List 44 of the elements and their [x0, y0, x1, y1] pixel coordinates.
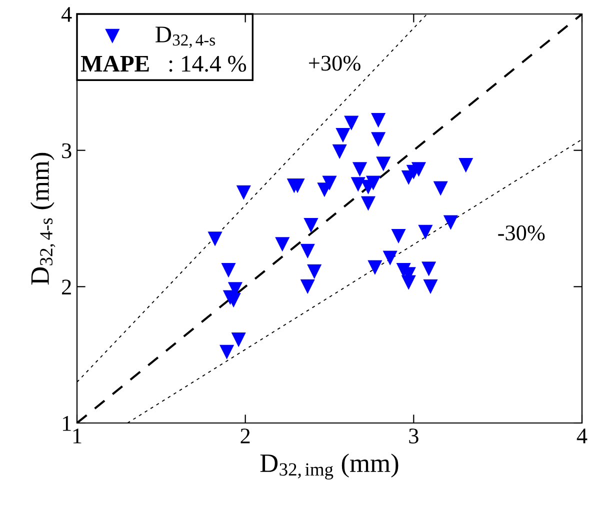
y-axis-title: D$_{32,4-s}$ (mm) [30, 152, 56, 285]
point [350, 177, 366, 192]
annotation: MAPE : 14.4 % [80, 56, 246, 72]
point [220, 344, 234, 360]
point [376, 156, 391, 172]
point [300, 279, 315, 294]
point [401, 275, 416, 290]
point [382, 250, 398, 266]
point [443, 215, 458, 230]
y-tick-label: 2 [62, 280, 71, 294]
point [371, 132, 386, 147]
x-axis-title: D$_{32,img}$ (mm) [260, 454, 398, 480]
point [423, 279, 438, 294]
x-tick-label: 4 [576, 428, 588, 444]
point [368, 260, 382, 275]
y-tick-label: 4 [61, 7, 72, 22]
point [418, 224, 433, 240]
point [332, 144, 347, 159]
y-tick-label: 3 [62, 143, 72, 158]
x-tick-label: 1 [73, 428, 82, 444]
point [458, 158, 474, 173]
point [307, 264, 322, 279]
y-tick-label: 1 [62, 416, 71, 431]
point [371, 113, 386, 128]
point [344, 116, 359, 130]
point [275, 237, 290, 252]
point [221, 263, 236, 278]
point [411, 162, 426, 177]
point [304, 218, 318, 233]
point [236, 185, 251, 200]
point [231, 332, 246, 348]
point [360, 196, 376, 211]
point [300, 244, 315, 259]
legend-label: D$_{32,4-s}$ [156, 26, 215, 48]
point [391, 228, 406, 244]
annotation: -30% [498, 225, 545, 240]
point [352, 162, 368, 177]
point [336, 128, 350, 143]
annotation: +30% [309, 56, 360, 71]
point [422, 262, 436, 276]
x-tick-label: 2 [240, 428, 250, 444]
point [208, 232, 222, 246]
x-tick-label: 3 [409, 428, 418, 444]
point [433, 181, 448, 196]
